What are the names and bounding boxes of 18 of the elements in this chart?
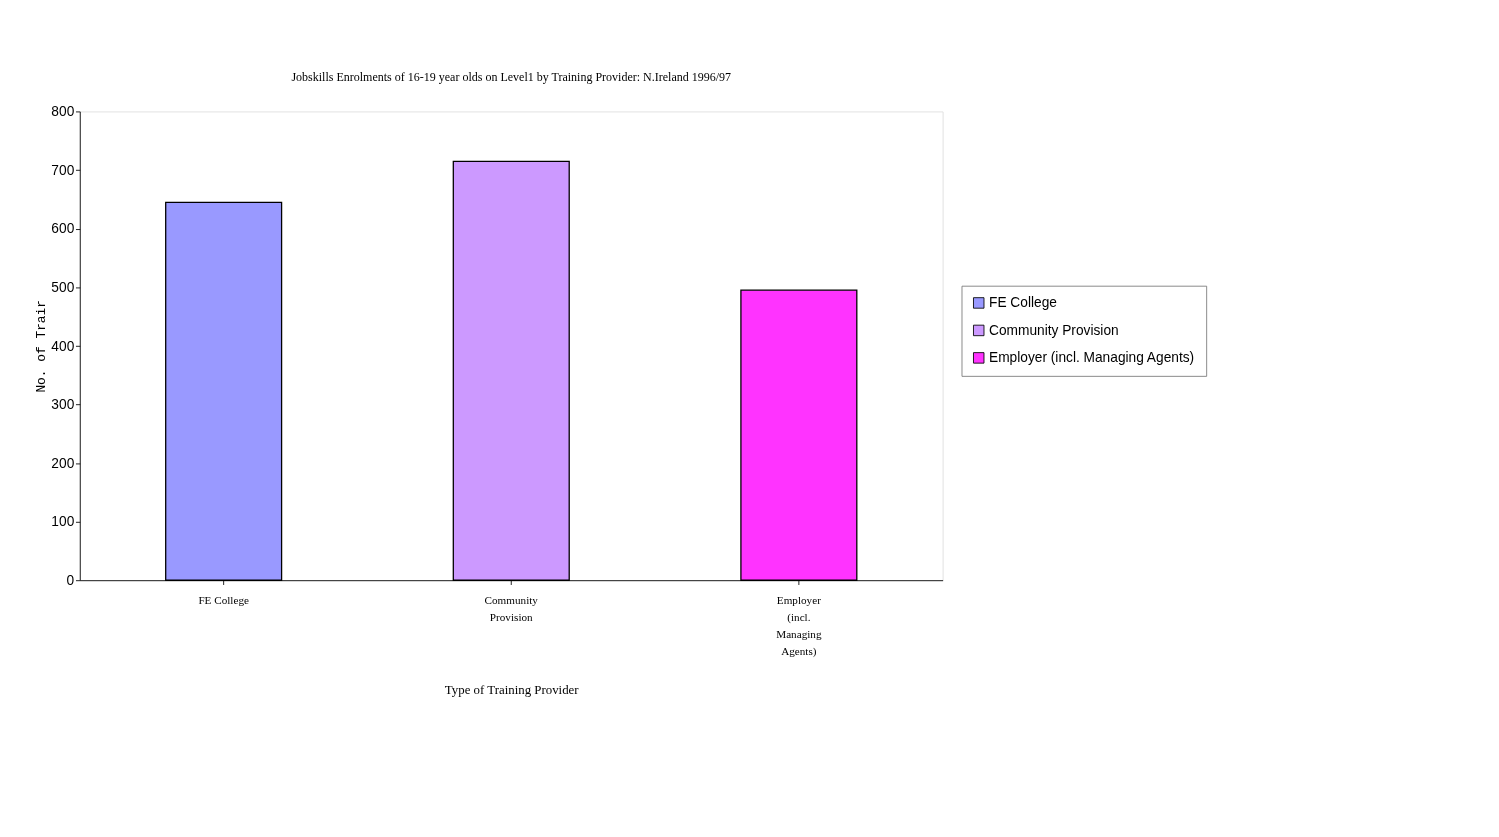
y-tick-label: 300 [51, 397, 75, 413]
x-axis-title: Type of Training Provider [444, 683, 580, 698]
legend-label: Community Provision [989, 322, 1119, 338]
legend-label: Employer (incl. Managing Agents) [989, 350, 1195, 366]
legend-label: FE College [989, 295, 1058, 311]
y-tick-label: 800 [51, 104, 75, 120]
y-tick-label: 0 [66, 572, 75, 588]
y-tick-label: 200 [51, 455, 75, 471]
x-tick-label: Employer (incl. Managing Agents) [776, 593, 822, 659]
y-tick-label: 500 [51, 280, 75, 295]
x-tick-label: Community Provision [484, 593, 539, 624]
y-tick-label: 700 [51, 162, 75, 178]
y-tick-label: 400 [51, 338, 75, 354]
y-axis-title: No. of Trair [34, 300, 50, 393]
chart-title: Jobskills Enrolments of 16-19 year olds on Level1 by Training Provider: N.Ireland 1996/97 [291, 69, 732, 84]
y-tick-label: 600 [51, 221, 75, 237]
x-tick-label: FE College [198, 593, 249, 606]
y-tick-label: 100 [51, 514, 75, 530]
